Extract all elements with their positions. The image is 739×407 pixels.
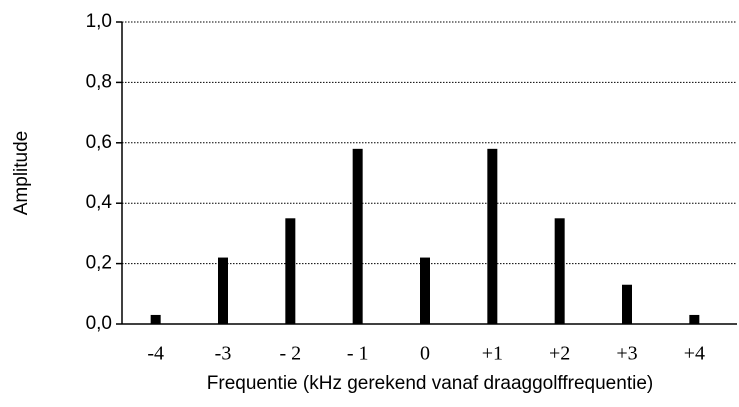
y-tick-label: 0,0 (86, 313, 112, 334)
bar (420, 257, 430, 324)
y-tick-label: 0,2 (86, 253, 112, 274)
y-axis-label: Amplitude (11, 131, 32, 216)
y-tick-label: 0,8 (86, 71, 112, 92)
x-tick-label: -4 (147, 343, 164, 365)
bar (487, 148, 498, 324)
y-tick-label: 1,0 (86, 11, 112, 32)
bar (150, 314, 161, 324)
x-tick-label: -3 (215, 343, 232, 365)
x-tick-label: +1 (482, 343, 503, 365)
x-axis-label: Frequentie (kHz gerekend vanaf draaggolf… (207, 373, 653, 394)
x-tick-label: - 2 (279, 343, 301, 365)
x-tick-label: - 1 (347, 343, 369, 365)
x-tick-label: +3 (616, 343, 637, 365)
bar (285, 218, 296, 324)
bar (622, 284, 632, 324)
bar (689, 314, 700, 324)
x-tick-label: +4 (684, 343, 705, 365)
x-tick-label: 0 (420, 343, 430, 365)
y-tick-label: 0,4 (86, 192, 113, 213)
bar (352, 148, 363, 324)
bar (218, 257, 228, 324)
bar (554, 218, 565, 324)
x-tick-label: +2 (549, 343, 570, 365)
y-tick-label: 0,6 (86, 132, 112, 153)
